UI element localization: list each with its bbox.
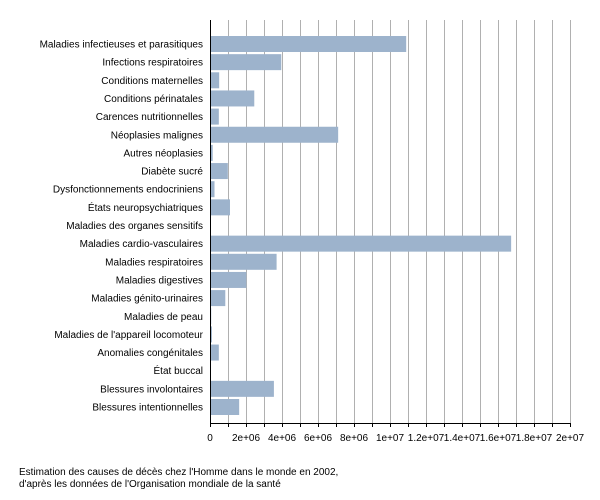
x-tick-label: 2e+07 (556, 433, 585, 444)
x-tick-label: 1e+07 (376, 433, 405, 444)
category-label: Infections respiratoires (102, 58, 203, 69)
category-label: Maladies respiratoires (105, 257, 203, 268)
chart-caption: Estimation des causes de décès chez l'Ho… (19, 467, 579, 491)
category-label: Dysfonctionnements endocriniens (53, 185, 203, 196)
bar (210, 163, 228, 180)
category-label: Conditions périnatales (104, 94, 203, 105)
category-label: Maladies digestives (116, 275, 203, 286)
bar (210, 108, 219, 125)
caption-line-1: Estimation des causes de décès chez l'Ho… (19, 467, 339, 478)
category-label: Maladies de peau (124, 312, 203, 323)
x-tick-label: 1.4e+07 (444, 433, 481, 444)
bar (210, 399, 240, 415)
x-tick-label: 8e+06 (340, 433, 369, 444)
category-label: Maladies cardio-vasculaires (80, 239, 203, 250)
grid-lines (210, 20, 571, 423)
x-tick-label: 1.2e+07 (408, 433, 445, 444)
bar (210, 271, 247, 288)
category-label: Maladies des organes sensitifs (66, 221, 203, 232)
x-tick-label: 2e+06 (232, 433, 261, 444)
bar (210, 90, 255, 107)
category-label: Diabète sucré (141, 167, 203, 178)
category-label: Carences nutritionnelles (96, 112, 203, 123)
x-tick-label: 4e+06 (268, 433, 297, 444)
category-label: Maladies de l'appareil locomoteur (54, 330, 203, 341)
bar (210, 290, 226, 307)
caption-line-2: d'après les données de l'Organisation mo… (19, 479, 281, 490)
bar (210, 253, 277, 270)
category-label: État buccal (154, 364, 203, 377)
category-label: Blessures intentionnelles (92, 403, 203, 414)
bar (210, 181, 215, 198)
category-label: Conditions maternelles (101, 76, 203, 87)
x-tick-label: 1.8e+07 (516, 433, 553, 444)
category-label: États neuropsychiatriques (88, 201, 203, 214)
x-tick-label: 6e+06 (304, 433, 333, 444)
category-labels: Maladies infectieuses et parasitiques Inf… (40, 40, 204, 414)
x-tick-label: 1.6e+07 (480, 433, 517, 444)
x-axis: 0 2e+06 4e+06 6e+06 8e+06 1e+07 1.2e+07 1.4e+07… (207, 20, 584, 444)
category-label: Maladies infectieuses et parasitiques (40, 40, 203, 51)
x-tick-label: 0 (207, 433, 213, 444)
category-label: Anomalies congénitales (97, 348, 203, 359)
bar (210, 54, 282, 71)
bar (210, 126, 339, 143)
category-label: Autres néoplasies (124, 148, 204, 159)
bars (210, 36, 512, 415)
bar (210, 380, 274, 397)
bar (210, 344, 219, 361)
bar (210, 235, 512, 252)
bar (210, 144, 213, 161)
category-label: Néoplasies malignes (111, 130, 203, 141)
category-label: Blessures involontaires (100, 384, 203, 395)
category-label: Maladies génito-urinaires (91, 294, 203, 305)
bar (210, 199, 230, 216)
bar (210, 36, 407, 52)
bar (210, 72, 220, 89)
